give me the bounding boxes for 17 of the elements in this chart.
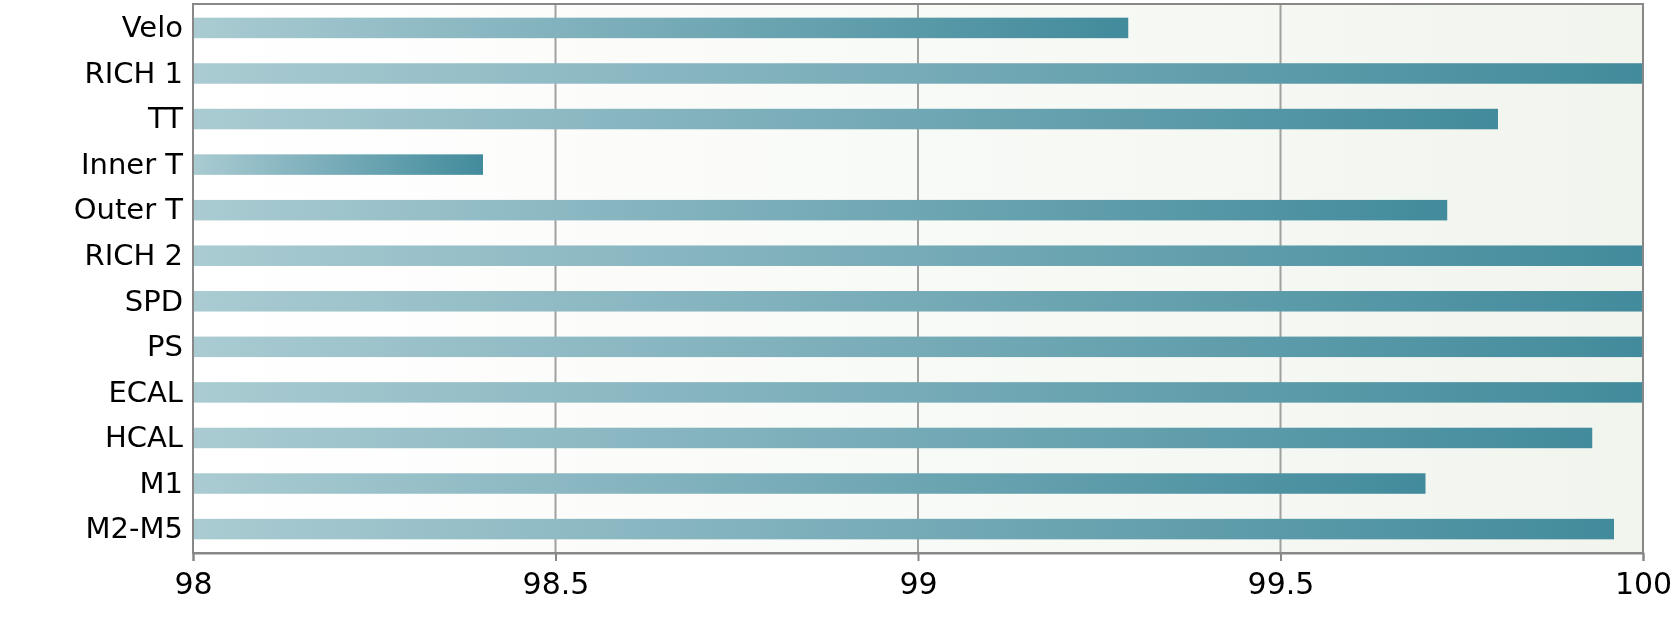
y-tick-label: HCAL [104, 420, 183, 455]
y-tick-label: SPD [124, 283, 183, 318]
y-tick-label: Velo [121, 10, 183, 45]
y-tick-label: PS [147, 329, 183, 364]
y-tick-label: RICH 1 [84, 55, 183, 90]
y-tick-label: Outer T [73, 192, 184, 227]
x-tick-label: 100 [1614, 566, 1673, 601]
y-tick-label: M1 [139, 465, 183, 500]
x-tick-label: 98 [174, 566, 213, 601]
y-tick-label: Inner T [80, 146, 184, 181]
y-tick-label: RICH 2 [84, 238, 183, 272]
y-tick-label: ECAL [108, 374, 183, 409]
x-tick-label: 99.5 [1247, 566, 1315, 601]
y-tick-label: M2-M5 [85, 511, 183, 546]
x-tick-label: 98.5 [522, 566, 590, 601]
x-tick-label: 99 [899, 566, 938, 601]
y-tick-label: TT [147, 101, 184, 136]
